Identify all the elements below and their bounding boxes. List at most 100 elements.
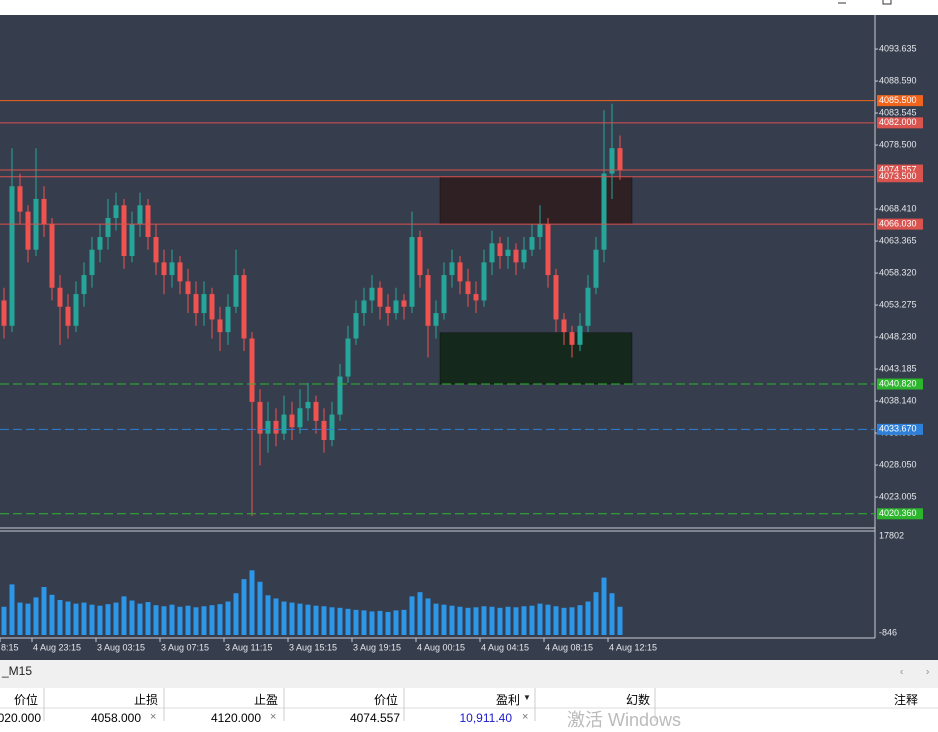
- volume-bar: [121, 596, 127, 635]
- candle-body: [521, 249, 527, 263]
- candle-body: [185, 281, 191, 295]
- candle-body: [81, 275, 87, 295]
- candle-body: [193, 294, 199, 314]
- volume-bar: [177, 606, 183, 635]
- candle-body: [9, 186, 15, 326]
- cell: 020.000: [0, 711, 41, 725]
- volume-bar: [97, 605, 103, 635]
- volume-bar: [81, 602, 87, 635]
- x-tick-label: 4 Aug 00:15: [417, 642, 465, 652]
- cell: 4058.000: [90, 711, 141, 725]
- candle-body: [601, 173, 607, 250]
- candle-body: [225, 306, 231, 333]
- remove-tp[interactable]: ×: [270, 711, 276, 721]
- candle-body: [161, 262, 167, 276]
- candle-body: [505, 249, 511, 257]
- scroll-left[interactable]: ‹: [900, 667, 903, 678]
- volume-bar: [297, 603, 303, 635]
- sort-arrow[interactable]: ▼: [523, 693, 531, 702]
- candle-body: [593, 249, 599, 288]
- candle-body: [361, 300, 367, 314]
- volume-bar: [281, 601, 287, 635]
- level-label: 4033.670: [879, 424, 917, 434]
- volume-bar: [193, 607, 199, 635]
- volume-tick-label: 17802: [879, 530, 904, 540]
- candle-body: [377, 287, 383, 307]
- candle-body: [233, 275, 239, 307]
- volume-bar: [465, 607, 471, 635]
- candle-body: [49, 224, 55, 288]
- watermark: 激活 Windows: [567, 710, 682, 730]
- volume-bar: [113, 602, 119, 635]
- x-tick-label: 3 Aug 07:15: [161, 642, 209, 652]
- column-header[interactable]: 注释: [893, 693, 918, 707]
- volume-bar: [409, 596, 415, 635]
- candle-body: [585, 287, 591, 326]
- candle-body: [329, 414, 335, 440]
- volume-bar: [273, 598, 279, 635]
- candle-body: [577, 325, 583, 345]
- maximize-button[interactable]: [882, 0, 892, 5]
- candle-body: [249, 338, 255, 402]
- volume-bar: [337, 607, 343, 635]
- volume-bar: [593, 592, 599, 635]
- level-tag: [877, 95, 923, 107]
- candle-body: [569, 332, 575, 345]
- volume-bar: [289, 602, 295, 635]
- volume-bar: [241, 579, 247, 635]
- candle-body: [321, 420, 327, 440]
- volume-bar: [249, 570, 255, 635]
- volume-bar: [313, 605, 319, 635]
- volume-bar: [401, 609, 407, 635]
- x-tick-label: 4 Aug 23:15: [33, 642, 81, 652]
- candle-body: [73, 294, 79, 326]
- volume-bar: [617, 606, 623, 635]
- volume-bar: [553, 606, 559, 635]
- volume-bar: [321, 606, 327, 635]
- candle-body: [129, 224, 135, 257]
- volume-bar: [601, 577, 607, 635]
- x-tick-label: 8:15: [1, 642, 19, 652]
- volume-bar: [33, 597, 39, 635]
- x-tick-label: 4 Aug 12:15: [609, 642, 657, 652]
- volume-bar: [329, 607, 335, 635]
- volume-bar: [1, 606, 7, 635]
- volume-bar: [49, 594, 55, 635]
- column-header[interactable]: 幻数: [625, 693, 650, 707]
- column-header[interactable]: 盈利: [495, 693, 520, 707]
- scroll-right[interactable]: ›: [926, 667, 929, 678]
- level-tag: [877, 508, 923, 520]
- level-tag: [877, 423, 923, 435]
- close-position[interactable]: ×: [522, 711, 528, 721]
- candle-body: [537, 224, 543, 237]
- candle-body: [337, 376, 343, 415]
- column-header[interactable]: 价位: [13, 693, 38, 707]
- column-header[interactable]: 止盈: [253, 693, 278, 707]
- volume-bar: [73, 603, 79, 635]
- candle-body: [257, 401, 263, 434]
- chart-tab[interactable]: _M15: [1, 664, 32, 678]
- volume-bar: [433, 603, 439, 635]
- column-header[interactable]: 价位: [373, 693, 398, 707]
- candle-body: [385, 306, 391, 314]
- volume-bar: [545, 604, 551, 635]
- column-header[interactable]: 止损: [133, 693, 158, 707]
- volume-bar: [489, 606, 495, 635]
- y-tick-label: 4043.185: [879, 363, 917, 373]
- candle-body: [97, 236, 103, 250]
- candle-body: [465, 281, 471, 295]
- candle-body: [561, 319, 567, 333]
- candle-body: [217, 319, 223, 333]
- x-tick-label: 3 Aug 03:15: [97, 642, 145, 652]
- volume-bar: [425, 598, 431, 635]
- volume-bar: [225, 601, 231, 635]
- volume-bar: [377, 610, 383, 635]
- level-label: 4074.557: [879, 164, 917, 174]
- y-tick-label: 4058.320: [879, 267, 917, 277]
- candle-body: [297, 408, 303, 428]
- volume-bar: [257, 581, 263, 635]
- volume-bar: [561, 607, 567, 635]
- remove-sl[interactable]: ×: [150, 711, 156, 721]
- level-tag: [877, 117, 923, 129]
